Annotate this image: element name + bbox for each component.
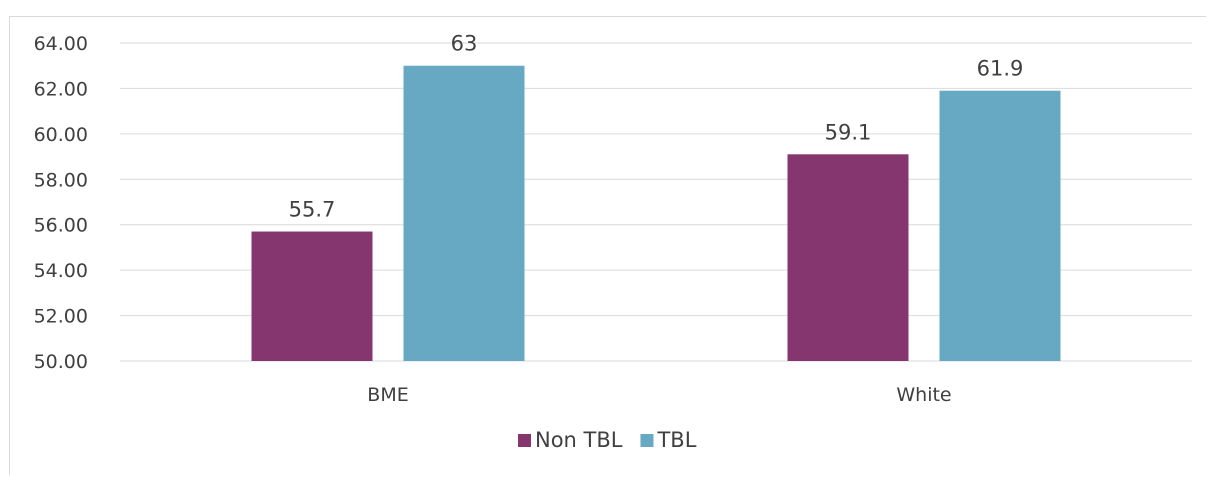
x-axis: BME White [367, 384, 951, 406]
legend-label: Non TBL [535, 428, 623, 452]
legend-swatch-non-tbl [518, 434, 531, 447]
bar-non-tbl-white [787, 154, 909, 361]
data-labels: 55.7 63 59.1 61.9 [289, 32, 1024, 222]
y-tick-label: 52.00 [34, 306, 88, 328]
data-label: 55.7 [289, 198, 336, 222]
y-tick-label: 62.00 [34, 78, 88, 100]
data-label: 59.1 [825, 120, 872, 144]
y-axis: 50.00 52.00 54.00 56.00 58.00 60.00 62.00 64.00 [34, 33, 88, 373]
bar-non-tbl-bme [251, 231, 373, 361]
bar-tbl-bme [403, 65, 525, 361]
chart-frame [9, 16, 1206, 475]
y-tick-label: 50.00 [34, 351, 88, 373]
legend: Non TBL TBL [518, 428, 697, 452]
data-label: 61.9 [977, 57, 1024, 81]
y-tick-label: 60.00 [34, 124, 88, 146]
y-tick-label: 56.00 [34, 215, 88, 237]
legend-label: TBL [656, 428, 696, 452]
y-tick-label: 58.00 [34, 169, 88, 191]
x-category-label: BME [367, 384, 408, 406]
data-label: 63 [451, 32, 478, 56]
bars [251, 65, 1061, 361]
legend-swatch-tbl [640, 434, 654, 447]
x-category-label: White [896, 384, 951, 406]
bar-tbl-white [939, 90, 1061, 361]
y-tick-label: 64.00 [34, 33, 88, 55]
y-tick-label: 54.00 [34, 260, 88, 282]
